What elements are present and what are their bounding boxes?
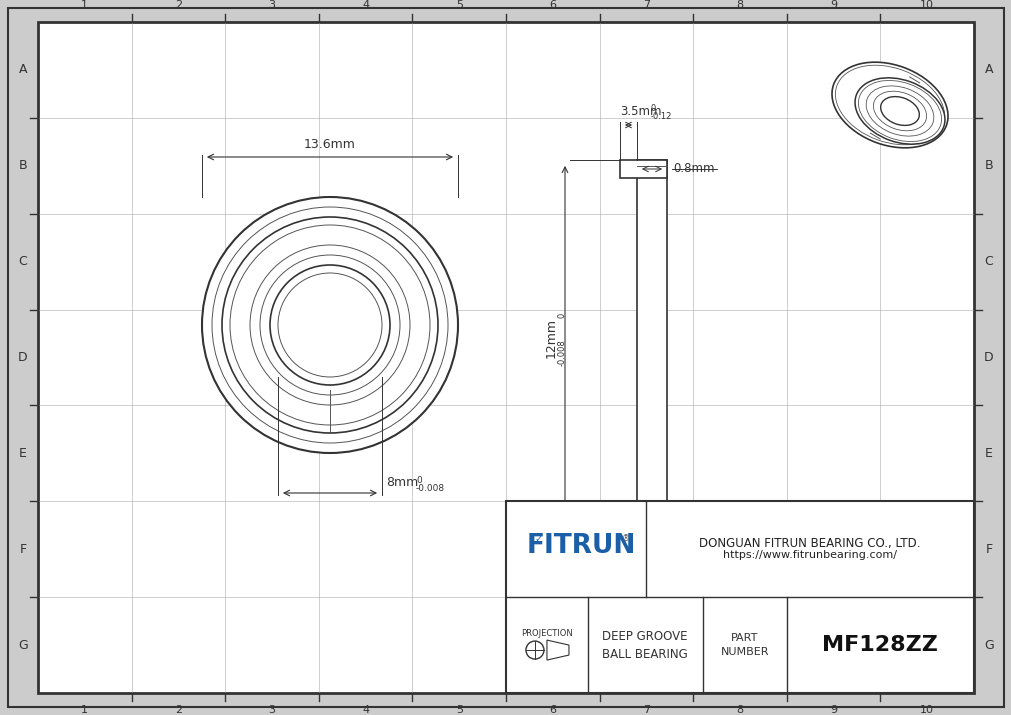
Text: F: F — [19, 543, 26, 556]
Text: ✓: ✓ — [534, 534, 542, 544]
Text: C: C — [984, 255, 993, 268]
Text: FITRUN: FITRUN — [526, 533, 635, 559]
Text: 9: 9 — [829, 705, 836, 715]
Text: 0: 0 — [650, 104, 655, 113]
Text: 0: 0 — [416, 476, 422, 485]
Text: PROJECTION: PROJECTION — [521, 628, 572, 638]
Text: 5: 5 — [455, 0, 462, 10]
Text: B: B — [984, 159, 993, 172]
Text: 2: 2 — [175, 705, 182, 715]
Text: 7: 7 — [642, 705, 649, 715]
Text: 12mm: 12mm — [544, 317, 557, 358]
Text: 3.5mm: 3.5mm — [620, 105, 661, 118]
Text: PART
NUMBER: PART NUMBER — [720, 633, 768, 657]
Text: -0.008: -0.008 — [557, 339, 566, 366]
Text: B: B — [18, 159, 27, 172]
Text: G: G — [983, 638, 993, 651]
Text: 8: 8 — [736, 0, 743, 10]
Text: 6: 6 — [549, 0, 556, 10]
Text: 3: 3 — [268, 0, 275, 10]
Text: MF128ZZ: MF128ZZ — [822, 635, 937, 655]
Text: 1: 1 — [81, 0, 88, 10]
Bar — [620, 160, 666, 178]
Ellipse shape — [831, 62, 947, 148]
Circle shape — [202, 197, 458, 453]
Text: A: A — [19, 64, 27, 77]
Text: DEEP GROOVE
BALL BEARING: DEEP GROOVE BALL BEARING — [602, 630, 687, 661]
Text: 4: 4 — [362, 705, 369, 715]
Ellipse shape — [880, 97, 918, 125]
Text: 8mm: 8mm — [385, 476, 418, 489]
Ellipse shape — [854, 78, 944, 144]
Text: 10: 10 — [919, 0, 933, 10]
Text: 5: 5 — [455, 705, 462, 715]
Text: https://www.fitrunbearing.com/: https://www.fitrunbearing.com/ — [723, 551, 897, 561]
Text: ®: ® — [622, 533, 630, 543]
Text: 6: 6 — [549, 705, 556, 715]
Text: 1: 1 — [81, 705, 88, 715]
Text: C: C — [18, 255, 27, 268]
Text: E: E — [19, 447, 27, 460]
Bar — [636, 160, 666, 515]
Text: F: F — [985, 543, 992, 556]
Text: 9: 9 — [829, 0, 836, 10]
Text: 0: 0 — [557, 313, 566, 318]
Text: D: D — [984, 351, 993, 364]
Text: 7: 7 — [642, 0, 649, 10]
Text: A: A — [984, 64, 992, 77]
Text: 4: 4 — [362, 0, 369, 10]
Text: 8: 8 — [736, 705, 743, 715]
Text: 13.6mm: 13.6mm — [303, 138, 356, 151]
Text: DONGUAN FITRUN BEARING CO., LTD.: DONGUAN FITRUN BEARING CO., LTD. — [699, 537, 920, 550]
Text: 10: 10 — [919, 705, 933, 715]
Text: -0.12: -0.12 — [650, 112, 671, 121]
Text: 2: 2 — [175, 0, 182, 10]
Text: 3: 3 — [268, 705, 275, 715]
Text: 0.8mm: 0.8mm — [672, 162, 714, 175]
Text: D: D — [18, 351, 27, 364]
Text: E: E — [984, 447, 992, 460]
Text: -0.008: -0.008 — [416, 484, 445, 493]
Bar — [506, 501, 973, 693]
Text: G: G — [18, 638, 28, 651]
